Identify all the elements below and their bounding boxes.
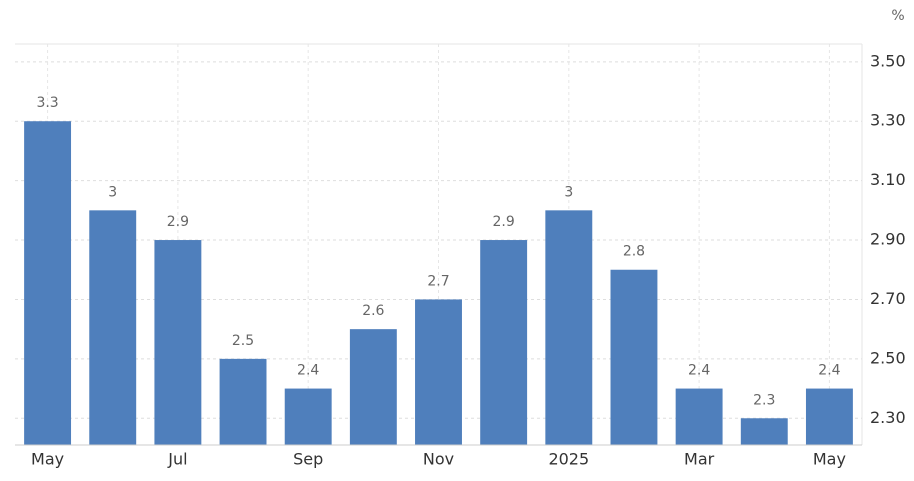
unit-label: % <box>891 8 904 24</box>
data-label: 3 <box>564 184 573 200</box>
data-label: 2.9 <box>167 214 189 230</box>
bar <box>675 388 723 445</box>
bar <box>805 388 853 445</box>
bar <box>415 299 462 445</box>
y-tick-label: 3.30 <box>870 111 906 130</box>
data-label: 2.5 <box>232 333 254 349</box>
bar <box>24 121 72 446</box>
bar <box>610 269 658 445</box>
y-tick-label: 2.50 <box>870 348 906 367</box>
y-tick-label: 2.90 <box>870 230 906 249</box>
x-tick-label: Nov <box>423 450 454 469</box>
bar <box>154 240 202 445</box>
bar <box>740 418 788 445</box>
data-label: 3.3 <box>36 95 58 111</box>
y-tick-label: 3.10 <box>870 170 906 189</box>
data-label: 2.9 <box>493 214 515 230</box>
x-tick-label: May <box>31 450 64 469</box>
x-tick-label: Jul <box>167 450 187 469</box>
bar <box>545 210 593 445</box>
y-tick-label: 2.30 <box>870 408 906 427</box>
data-label: 3 <box>108 184 117 200</box>
x-tick-label: 2025 <box>548 450 589 469</box>
bar <box>349 329 397 445</box>
x-tick-label: Sep <box>293 450 323 469</box>
data-label: 2.4 <box>297 363 319 379</box>
y-tick-label: 2.70 <box>870 289 906 308</box>
bar <box>284 388 332 445</box>
bar <box>219 358 267 445</box>
data-label: 2.4 <box>818 363 840 379</box>
data-label: 2.8 <box>623 244 645 260</box>
data-label: 2.3 <box>753 392 775 408</box>
bar <box>89 210 137 445</box>
y-tick-label: 3.50 <box>870 51 906 70</box>
data-label: 2.6 <box>362 303 384 319</box>
x-tick-label: Mar <box>684 450 715 469</box>
data-label: 2.4 <box>688 363 710 379</box>
bar <box>480 240 528 445</box>
data-label: 2.7 <box>427 273 449 289</box>
x-tick-label: May <box>813 450 846 469</box>
